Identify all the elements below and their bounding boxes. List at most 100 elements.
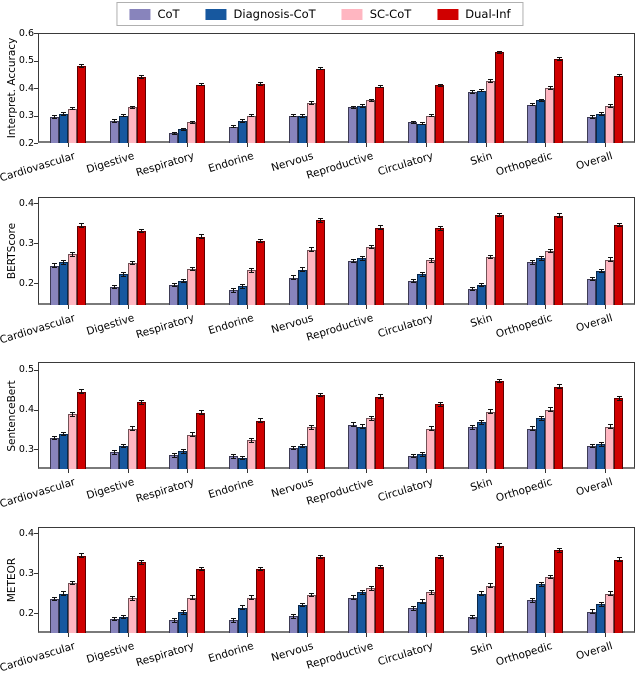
error-bar <box>598 442 604 447</box>
bar-dual-inf-circulatory <box>435 557 445 633</box>
error-bar <box>428 257 434 263</box>
error-bar <box>52 263 58 269</box>
bar-diagnosis-cot-reproductive <box>357 592 367 633</box>
bar-dual-inf-reproductive <box>375 86 385 143</box>
error-bar <box>419 122 425 126</box>
error-bar <box>171 131 177 136</box>
error-bar <box>180 609 186 615</box>
error-bar <box>231 124 237 129</box>
error-bar <box>198 410 204 416</box>
bar-cot-endorine <box>228 126 238 143</box>
bar-sc-cot-endorine <box>246 440 256 469</box>
bar-cot-reproductive <box>348 597 358 633</box>
bar-dual-inf-respiratory <box>196 569 206 633</box>
bar-diagnosis-cot-respiratory <box>178 612 188 633</box>
bar-dual-inf-cardiovascular <box>76 66 86 143</box>
y-tick-label: 0.2 <box>18 277 34 289</box>
bar-sc-cot-reproductive <box>366 247 376 305</box>
y-tick-label: 0.6 <box>18 27 34 39</box>
bar-dual-inf-digestive <box>136 402 146 469</box>
bar-dual-inf-nervous <box>315 557 325 633</box>
x-tick-mark <box>187 633 189 637</box>
error-bar <box>139 228 145 234</box>
bar-dual-inf-endorine <box>255 569 265 633</box>
x-tick-mark <box>246 469 248 473</box>
error-bar <box>291 113 297 118</box>
error-bar <box>479 591 485 597</box>
bar-dual-inf-endorine <box>255 241 265 305</box>
legend: CoT Diagnosis-CoT SC-CoT Dual-Inf <box>116 2 524 26</box>
bar-dual-inf-orthopedic <box>554 59 564 143</box>
x-tick-mark <box>605 469 607 473</box>
legend-swatch-cot <box>129 8 151 20</box>
bar-dual-inf-circulatory <box>435 228 445 305</box>
bar-cot-overall <box>587 116 597 143</box>
bar-sc-cot-cardiovascular <box>67 254 77 305</box>
bar-cot-overall <box>587 611 597 633</box>
x-tick-mark <box>67 305 69 309</box>
y-axis-label: BERTScore <box>6 222 18 280</box>
error-bar <box>130 426 136 431</box>
bar-dual-inf-overall <box>614 559 624 633</box>
bar-cot-circulatory <box>408 608 418 633</box>
error-bar <box>377 564 383 570</box>
bar-cot-cardiovascular <box>49 599 59 633</box>
x-tick-label-skin: Skin <box>469 640 495 659</box>
error-bar <box>616 557 622 563</box>
error-bar <box>180 278 186 284</box>
x-tick-mark <box>366 469 368 473</box>
bar-diagnosis-cot-skin <box>476 422 486 469</box>
bar-diagnosis-cot-digestive <box>118 115 128 143</box>
error-bar <box>598 601 604 607</box>
error-bar <box>359 255 365 261</box>
error-bar <box>538 98 544 103</box>
legend-item-dual-inf: Dual-Inf <box>437 7 511 21</box>
bar-diagnosis-cot-respiratory <box>178 129 188 143</box>
error-bar <box>437 554 443 560</box>
y-tick-mark <box>34 33 38 34</box>
error-bar <box>538 415 544 421</box>
x-tick-label-skin: Skin <box>469 312 495 331</box>
bar-sc-cot-nervous <box>306 103 316 143</box>
x-tick-label-overall: Overall <box>574 312 614 335</box>
y-tick-mark <box>34 88 38 89</box>
error-bar <box>547 248 553 254</box>
bar-sc-cot-skin <box>485 81 495 143</box>
bar-diagnosis-cot-respiratory <box>178 281 188 305</box>
bar-dual-inf-cardiovascular <box>76 555 86 633</box>
y-tick-mark <box>34 203 38 204</box>
y-tick-label: 0.3 <box>18 443 34 455</box>
legend-swatch-sc-cot <box>341 8 363 20</box>
bar-diagnosis-cot-cardiovascular <box>58 114 68 143</box>
error-bar <box>189 266 195 272</box>
bar-dual-inf-respiratory <box>196 236 206 305</box>
y-axis-label: METEOR <box>6 557 18 603</box>
x-tick-mark <box>306 633 308 637</box>
bar-diagnosis-cot-orthopedic <box>536 584 546 633</box>
bar-dual-inf-orthopedic <box>554 550 564 633</box>
bar-diagnosis-cot-skin <box>476 593 486 633</box>
bar-sc-cot-endorine <box>246 270 256 305</box>
bar-dual-inf-circulatory <box>435 404 445 469</box>
error-bar <box>529 426 535 431</box>
error-bar <box>497 543 503 549</box>
error-bar <box>318 554 324 560</box>
error-bar <box>171 617 177 623</box>
error-bar <box>121 113 127 118</box>
x-tick-label-circulatory: Circulatory <box>376 150 435 179</box>
x-tick-label-orthopedic: Orthopedic <box>494 640 554 669</box>
bar-diagnosis-cot-nervous <box>297 605 307 633</box>
x-tick-mark <box>545 305 547 309</box>
bar-dual-inf-reproductive <box>375 567 385 633</box>
error-bar <box>130 105 136 110</box>
bar-sc-cot-circulatory <box>426 592 436 633</box>
bar-sc-cot-digestive <box>127 263 137 305</box>
error-bar <box>410 453 416 459</box>
bar-sc-cot-circulatory <box>426 428 436 469</box>
error-bar <box>70 251 76 257</box>
x-tick-mark <box>187 469 189 473</box>
bar-sc-cot-nervous <box>306 249 316 305</box>
bar-sc-cot-endorine <box>246 597 256 633</box>
error-bar <box>61 431 67 437</box>
y-tick-label: 0.4 <box>18 404 34 416</box>
